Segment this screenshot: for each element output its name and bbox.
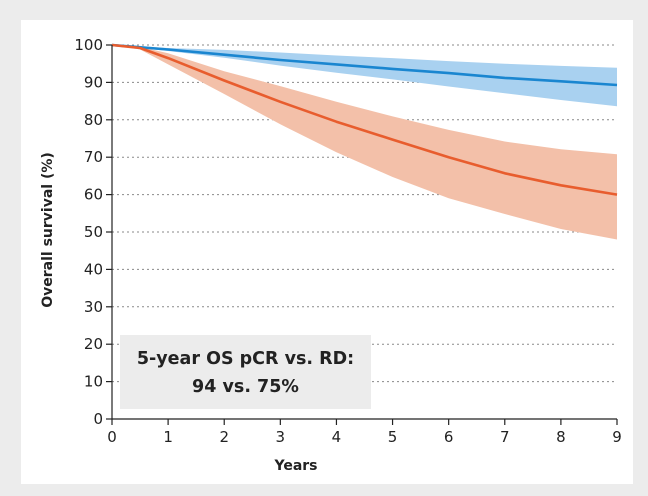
series-line-2 (111, 43, 618, 196)
y-tick-label: 70 (84, 148, 103, 166)
y-axis-label: Overall survival (%) (40, 152, 56, 308)
annotation-box: 5-year OS pCR vs. RD: 94 vs. 75% (120, 335, 371, 409)
confidence-band-1 (112, 45, 617, 107)
y-tick-label: 100 (74, 36, 103, 54)
x-tick-label: 5 (388, 428, 398, 446)
annotation-background (120, 335, 371, 409)
y-tick-label: 40 (84, 260, 103, 278)
y-tick-label: 10 (84, 373, 103, 391)
y-tick-label: 30 (84, 298, 103, 316)
series-line-1 (111, 43, 618, 87)
annotation-line-1: 5-year OS pCR vs. RD: (137, 349, 354, 369)
y-tick-label: 80 (84, 111, 103, 129)
survival-curves (111, 43, 618, 196)
x-tick-label: 4 (332, 428, 342, 446)
y-tick-label: 60 (84, 186, 103, 204)
x-axis-label: Years (273, 458, 317, 474)
x-tick-label: 3 (276, 428, 286, 446)
x-tick-label: 0 (107, 428, 117, 446)
y-tick-label: 90 (84, 73, 103, 91)
y-tick-label: 50 (84, 223, 103, 241)
x-tick-label: 1 (163, 428, 173, 446)
x-tick-label: 8 (556, 428, 566, 446)
confidence-bands (112, 45, 617, 240)
confidence-band-2 (112, 45, 617, 240)
annotation-line-2: 94 vs. 75% (192, 377, 299, 397)
x-tick-label: 2 (219, 428, 229, 446)
x-tick-label: 6 (444, 428, 454, 446)
axes: 0 10 20 30 40 50 60 70 80 90 100 0 1 2 3 4 5 6 7 8 9 (74, 36, 621, 446)
x-tick-label: 7 (500, 428, 510, 446)
y-tick-label: 0 (93, 410, 103, 428)
x-tick-label: 9 (612, 428, 622, 446)
y-tick-label: 20 (84, 335, 103, 353)
